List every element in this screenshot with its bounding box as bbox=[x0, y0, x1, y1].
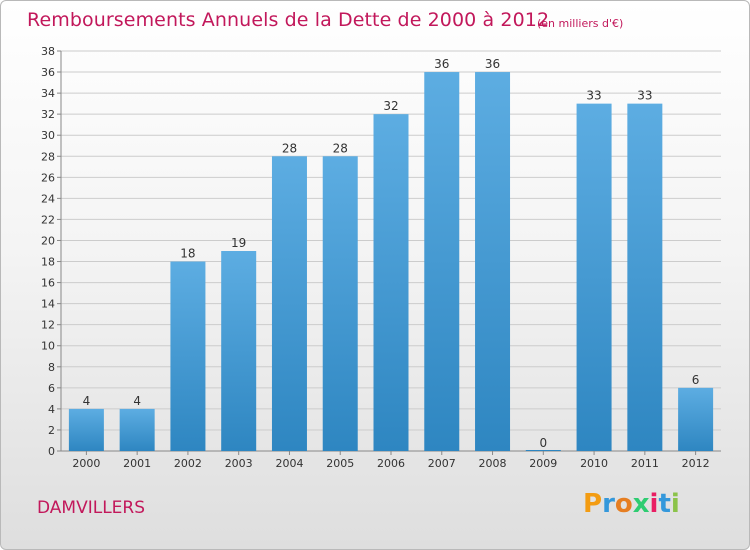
y-tick-label: 8 bbox=[48, 361, 55, 374]
bar-value-label: 18 bbox=[180, 247, 195, 261]
bar-value-label: 0 bbox=[539, 436, 547, 450]
logo-letter: P bbox=[583, 489, 603, 519]
bar bbox=[424, 72, 460, 451]
chart-title: Remboursements Annuels de la Dette de 20… bbox=[27, 9, 550, 31]
x-tick-label: 2000 bbox=[72, 457, 100, 470]
x-tick-label: 2009 bbox=[529, 457, 557, 470]
bar bbox=[576, 103, 612, 451]
y-tick-label: 0 bbox=[48, 445, 55, 458]
x-tick-label: 2007 bbox=[428, 457, 456, 470]
x-tick-label: 2011 bbox=[631, 457, 659, 470]
y-tick-label: 36 bbox=[41, 66, 55, 79]
y-tick-label: 4 bbox=[48, 403, 55, 416]
bar-value-label: 19 bbox=[231, 236, 246, 250]
logo-letter: x bbox=[632, 489, 650, 519]
bar bbox=[627, 103, 663, 451]
bar-value-label: 33 bbox=[586, 89, 601, 103]
x-tick-label: 2006 bbox=[377, 457, 405, 470]
logo-letter: t bbox=[658, 489, 671, 519]
y-tick-label: 34 bbox=[41, 87, 55, 100]
bar-layer bbox=[68, 72, 714, 451]
logo-letter: r bbox=[602, 489, 615, 519]
y-tick-label: 16 bbox=[41, 277, 55, 290]
bar-value-label: 4 bbox=[133, 394, 141, 408]
bar-value-label: 6 bbox=[692, 373, 700, 387]
bar-value-label: 28 bbox=[282, 141, 297, 155]
bar bbox=[221, 251, 257, 451]
bar bbox=[68, 408, 104, 451]
bar bbox=[373, 114, 409, 451]
bar-value-label: 36 bbox=[434, 57, 449, 71]
y-tick-label: 12 bbox=[41, 319, 55, 332]
x-tick-label: 2004 bbox=[275, 457, 303, 470]
x-tick-label: 2010 bbox=[580, 457, 608, 470]
bar bbox=[170, 261, 206, 451]
x-tick-label: 2008 bbox=[479, 457, 507, 470]
y-tick-label: 20 bbox=[41, 234, 55, 247]
bar bbox=[322, 156, 358, 451]
bar-value-label: 32 bbox=[383, 99, 398, 113]
bar bbox=[525, 450, 561, 451]
bar bbox=[475, 72, 511, 451]
y-tick-label: 18 bbox=[41, 256, 55, 269]
bar bbox=[119, 408, 155, 451]
y-tick-label: 28 bbox=[41, 150, 55, 163]
label-layer: 4 2000 4 2001 18 2002 19 2003 28 2004 28 2005 32 2006… bbox=[72, 57, 709, 470]
y-tick-label: 22 bbox=[41, 213, 55, 226]
y-tick-label: 6 bbox=[48, 382, 55, 395]
y-tick-label: 38 bbox=[41, 45, 55, 58]
y-tick-label: 2 bbox=[48, 424, 55, 437]
y-tick-label: 14 bbox=[41, 298, 55, 311]
proxiti-logo[interactable]: Proxiti bbox=[583, 489, 680, 519]
bar-value-label: 33 bbox=[637, 89, 652, 103]
y-tick-label: 24 bbox=[41, 192, 55, 205]
logo-letter: i bbox=[670, 489, 680, 519]
bar-value-label: 36 bbox=[485, 57, 500, 71]
commune-name: DAMVILLERS bbox=[37, 498, 146, 518]
logo-letter: o bbox=[614, 489, 633, 519]
x-tick-label: 2005 bbox=[326, 457, 354, 470]
bar-value-label: 4 bbox=[83, 394, 91, 408]
x-tick-label: 2002 bbox=[174, 457, 202, 470]
y-tick-label: 32 bbox=[41, 108, 55, 121]
x-tick-label: 2001 bbox=[123, 457, 151, 470]
bar bbox=[678, 387, 714, 451]
chart-unit-label: (en milliers d'€) bbox=[537, 17, 624, 30]
bar bbox=[271, 156, 307, 451]
x-tick-label: 2003 bbox=[225, 457, 253, 470]
y-tick-label: 26 bbox=[41, 171, 55, 184]
bar-value-label: 28 bbox=[333, 141, 348, 155]
x-tick-label: 2012 bbox=[682, 457, 710, 470]
logo-letter: i bbox=[649, 489, 659, 519]
y-tick-label: 10 bbox=[41, 340, 55, 353]
y-tick-label: 30 bbox=[41, 129, 55, 142]
